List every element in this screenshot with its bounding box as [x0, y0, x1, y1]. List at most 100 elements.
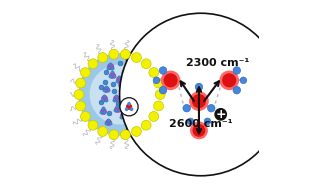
Point: [125, 71, 130, 74]
Point: [119, 115, 124, 118]
Circle shape: [223, 74, 236, 87]
Circle shape: [130, 108, 133, 110]
Circle shape: [193, 125, 205, 136]
Circle shape: [191, 122, 207, 139]
Circle shape: [190, 92, 208, 110]
Circle shape: [161, 71, 180, 89]
Circle shape: [120, 98, 138, 116]
Point: [114, 79, 119, 82]
Circle shape: [149, 68, 159, 77]
Point: [123, 69, 128, 72]
Point: [132, 64, 137, 67]
Point: [102, 89, 107, 92]
Point: [98, 85, 103, 88]
Circle shape: [154, 101, 163, 111]
Circle shape: [159, 86, 167, 94]
Circle shape: [155, 90, 165, 99]
Circle shape: [88, 120, 98, 130]
Point: [121, 84, 126, 87]
Point: [115, 98, 120, 101]
Point: [102, 80, 108, 83]
Circle shape: [88, 59, 98, 69]
Point: [126, 104, 131, 107]
Circle shape: [183, 104, 191, 112]
Point: [102, 97, 107, 100]
Circle shape: [215, 109, 226, 120]
Circle shape: [76, 78, 86, 88]
Circle shape: [80, 112, 90, 121]
Circle shape: [80, 68, 90, 77]
Circle shape: [109, 130, 119, 140]
Circle shape: [125, 108, 128, 110]
Point: [108, 65, 113, 68]
Point: [99, 100, 104, 103]
Point: [100, 98, 105, 101]
Point: [123, 67, 128, 70]
Circle shape: [120, 130, 130, 140]
Point: [129, 84, 134, 88]
Circle shape: [195, 83, 203, 91]
Point: [130, 68, 135, 71]
Point: [118, 79, 123, 82]
Point: [100, 107, 105, 110]
Point: [106, 112, 112, 115]
Point: [104, 98, 109, 101]
Point: [111, 75, 116, 78]
Point: [110, 71, 115, 74]
Point: [111, 98, 116, 101]
Circle shape: [132, 127, 141, 136]
Circle shape: [79, 54, 160, 135]
Circle shape: [187, 118, 194, 125]
Text: 2300 cm⁻¹: 2300 cm⁻¹: [186, 58, 250, 68]
Point: [108, 62, 113, 65]
Point: [104, 87, 109, 90]
Point: [126, 93, 131, 96]
Point: [121, 71, 126, 74]
Point: [121, 114, 126, 117]
Point: [112, 109, 117, 112]
Point: [106, 89, 111, 92]
Point: [127, 96, 133, 99]
Point: [110, 66, 115, 69]
Point: [104, 71, 109, 74]
Point: [119, 80, 124, 83]
Point: [119, 105, 125, 108]
Point: [100, 109, 105, 112]
Circle shape: [159, 67, 167, 74]
Point: [102, 111, 107, 114]
Circle shape: [208, 104, 215, 112]
Circle shape: [149, 112, 159, 121]
Point: [134, 68, 139, 71]
Circle shape: [220, 71, 238, 89]
Point: [106, 120, 111, 123]
Circle shape: [141, 120, 151, 130]
Circle shape: [127, 104, 132, 109]
Circle shape: [120, 13, 282, 176]
Point: [108, 66, 113, 69]
Circle shape: [141, 59, 151, 69]
Point: [123, 115, 128, 118]
Point: [127, 86, 133, 89]
Point: [117, 61, 123, 64]
Circle shape: [204, 118, 211, 125]
Circle shape: [74, 90, 84, 99]
Point: [112, 89, 117, 92]
Point: [131, 86, 136, 89]
Point: [126, 95, 131, 98]
Point: [116, 78, 121, 81]
Point: [104, 122, 109, 125]
Point: [110, 73, 115, 76]
Point: [127, 102, 133, 105]
Point: [117, 84, 122, 87]
Text: +: +: [215, 108, 226, 121]
Point: [108, 75, 113, 78]
Point: [129, 82, 134, 85]
Point: [115, 101, 120, 105]
Point: [114, 105, 119, 108]
Point: [119, 83, 124, 86]
Circle shape: [132, 53, 141, 62]
Circle shape: [193, 95, 205, 108]
Circle shape: [76, 101, 86, 111]
Point: [121, 112, 126, 115]
Circle shape: [128, 103, 130, 105]
